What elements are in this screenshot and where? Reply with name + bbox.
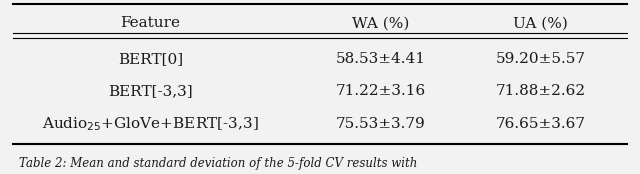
Text: 58.53±4.41: 58.53±4.41 [336,52,426,66]
Text: 71.22±3.16: 71.22±3.16 [335,84,426,98]
Text: Feature: Feature [120,17,180,30]
Text: UA (%): UA (%) [513,17,568,30]
Text: BERT[-3,3]: BERT[-3,3] [108,84,193,98]
Text: BERT[0]: BERT[0] [118,52,183,66]
Text: Table 2: Mean and standard deviation of the 5-fold CV results with: Table 2: Mean and standard deviation of … [19,157,417,170]
Text: 76.65±3.67: 76.65±3.67 [496,117,586,131]
Text: 59.20±5.57: 59.20±5.57 [496,52,586,66]
Text: Audio$_{25}$+GloVe+BERT[-3,3]: Audio$_{25}$+GloVe+BERT[-3,3] [42,116,259,133]
Text: WA (%): WA (%) [352,17,410,30]
Text: 71.88±2.62: 71.88±2.62 [496,84,586,98]
Text: 75.53±3.79: 75.53±3.79 [336,117,426,131]
